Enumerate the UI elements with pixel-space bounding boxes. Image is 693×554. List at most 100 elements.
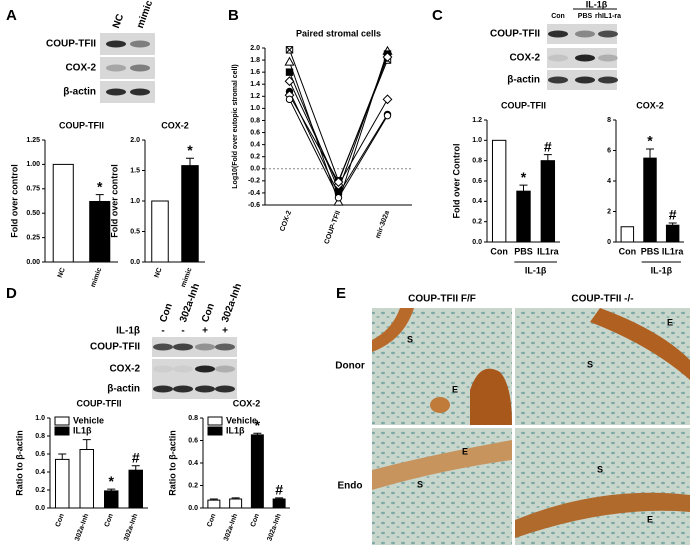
legend-label: Vehicle (226, 415, 257, 425)
x-tick-label: COX-2 (279, 210, 293, 233)
bar (207, 499, 221, 509)
y-tick-label: 0.6 (35, 451, 45, 458)
blot-row-label: COUP-TFII (490, 29, 540, 40)
legend-label: IL1β (73, 425, 92, 435)
bar (272, 498, 286, 509)
y-tick-label: 0.8 (35, 433, 45, 440)
blot-lane-label: mimic (135, 0, 155, 30)
bar (540, 160, 556, 243)
x-tick-label: IL1ra (537, 246, 560, 256)
y-tick-label: 0.4 (35, 469, 45, 476)
epithelium (372, 440, 512, 490)
blot-treatment-mark: + (222, 326, 228, 337)
y-tick-label: 1.0 (472, 137, 482, 144)
bar (181, 165, 199, 263)
legend-swatch (207, 426, 223, 436)
blot-lane-label: PBS (578, 13, 593, 20)
blot-row-label: β-actin (63, 87, 96, 98)
epithelium (590, 308, 690, 380)
y-tick-label: 1.6 (250, 69, 260, 76)
tissue-label: S (587, 359, 593, 369)
bar (229, 498, 243, 509)
image-column-title: COUP-TFII -/- (571, 294, 633, 305)
annotation: * (187, 142, 193, 158)
blot-row-label: COX-2 (65, 63, 96, 74)
blot-band (195, 343, 215, 351)
y-tick-label: 0.4 (472, 198, 482, 205)
blot-band (130, 88, 150, 96)
y-tick-label: 0.50 (26, 210, 40, 217)
error-bar (131, 465, 140, 471)
y-tick-label: 0.4 (250, 141, 260, 148)
bar (491, 139, 507, 243)
error-bar (209, 498, 218, 501)
blot-lane-label: NC (111, 13, 126, 30)
blot-treatment-mark: - (161, 326, 164, 337)
annotation: # (544, 138, 552, 154)
error-bar (646, 148, 654, 159)
blot-band (548, 76, 568, 84)
y-axis-label: Ratio to β-actin (167, 430, 177, 496)
x-tick-label: 302a-Inh (74, 513, 90, 542)
blot-lane-label: Con (551, 13, 565, 20)
y-tick-label: 4 (607, 178, 611, 185)
y-axis-label: Fold over Control (451, 144, 461, 219)
annotation: * (109, 473, 115, 489)
x-tick-label: Con (619, 246, 637, 256)
blot-treatment-label: IL-1β (116, 326, 140, 337)
series-line (289, 56, 388, 184)
y-tick-label: 2.0 (250, 45, 260, 52)
error-bar (82, 439, 91, 450)
epithelium (430, 397, 450, 413)
y-axis-label: Fold over control (9, 164, 19, 238)
x-tick-label: COUP-TFII (324, 210, 343, 245)
y-tick-label: 0.00 (26, 259, 40, 266)
x-tick-label: Con (206, 513, 217, 528)
epithelium (515, 492, 690, 538)
panel-letter: E (336, 285, 346, 302)
blot-row-label: COX-2 (509, 53, 540, 64)
x-tick-label: PBS (641, 246, 660, 256)
y-tick-label: 1.5 (130, 167, 140, 174)
blot-band (215, 385, 235, 393)
y-tick-label: 2 (607, 208, 611, 215)
error-bar (107, 488, 116, 491)
blot-band (598, 76, 618, 84)
y-tick-label: 1.00 (26, 161, 40, 168)
bar (516, 190, 531, 243)
error-bar (231, 497, 240, 499)
blot-band (153, 385, 173, 393)
bar (128, 469, 143, 509)
bar (104, 490, 119, 509)
legend-swatch (54, 416, 70, 426)
blot-lane-label: 302a-Inh (178, 282, 202, 324)
bar (55, 458, 70, 509)
y-tick-label: 0.0 (35, 505, 45, 512)
annotation: * (255, 417, 261, 433)
y-tick-label: 0.0 (130, 259, 140, 266)
x-tick-label: Con (490, 246, 508, 256)
x-tick-label: 302a-Inh (223, 513, 239, 542)
y-tick-label: 1.2 (472, 117, 482, 124)
y-tick-label: 0.2 (472, 219, 482, 226)
point (383, 111, 392, 120)
y-tick-label: 0.8 (472, 158, 482, 165)
y-tick-label: 0.5 (130, 228, 140, 235)
x-tick-label: Con (55, 513, 66, 528)
y-tick-label: 0.75 (26, 186, 40, 193)
x-group-label: IL-1β (651, 265, 673, 275)
blot-lane-label: 302a-Inh (220, 282, 244, 324)
legend-swatch (54, 426, 70, 436)
y-tick-label: 0.0 (250, 166, 260, 173)
blot-strip (152, 337, 237, 357)
y-tick-label: 1.2 (250, 93, 260, 100)
blot-band (548, 54, 568, 62)
blot-band (106, 88, 126, 96)
blot-band (153, 365, 173, 373)
blot-strip (152, 379, 237, 399)
blot-row-label: β-actin (107, 384, 140, 395)
y-tick-label: 1.8 (250, 57, 260, 64)
point (382, 94, 393, 105)
blot-band (106, 40, 126, 48)
